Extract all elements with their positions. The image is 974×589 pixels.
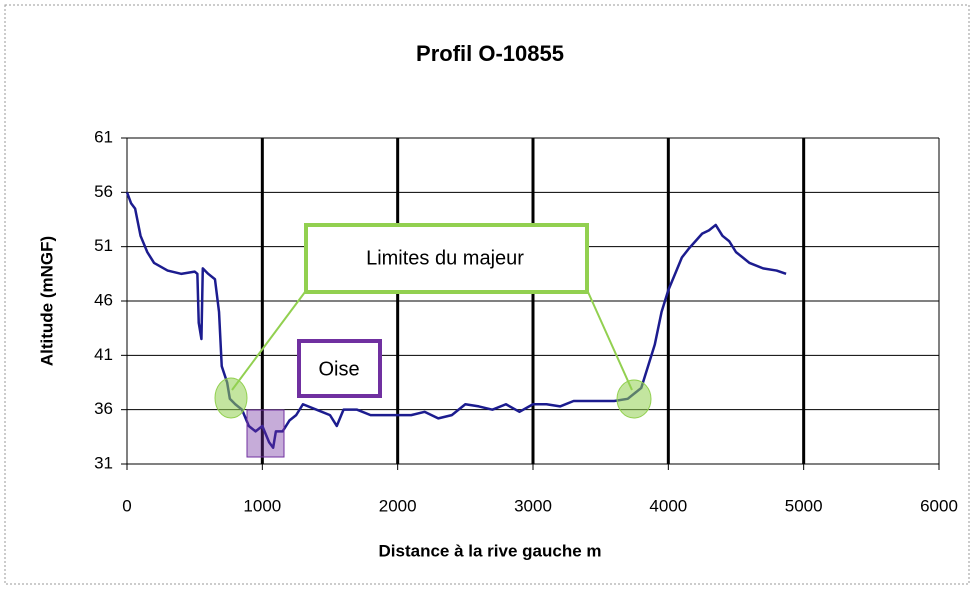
x-axis-title: Distance à la rive gauche m — [379, 541, 602, 560]
frame — [4, 4, 970, 585]
x-tick-label: 2000 — [379, 496, 417, 515]
chart-title: Profil O-10855 — [416, 41, 564, 66]
y-tick-label: 46 — [94, 290, 113, 309]
highlight — [214, 377, 248, 419]
highlight — [246, 409, 285, 458]
x-tick-label: 0 — [122, 496, 131, 515]
y-axis-title: Altitude (mNGF) — [37, 236, 56, 366]
annotation-text: Limites du majeur — [366, 247, 524, 269]
y-tick-label: 61 — [94, 127, 113, 146]
line-series — [125, 191, 787, 449]
y-tick-label: 56 — [94, 182, 113, 201]
y-tick-label: 36 — [94, 399, 113, 418]
x-tick-label: 6000 — [920, 496, 958, 515]
marks — [125, 191, 787, 449]
y-tick-label: 41 — [94, 345, 113, 364]
x-tick-label: 4000 — [649, 496, 687, 515]
leader-line — [587, 291, 633, 391]
y-tick-label: 51 — [94, 236, 113, 255]
x-tick-label: 1000 — [243, 496, 281, 515]
x-tick-label: 5000 — [785, 496, 823, 515]
annotations: Limites du majeur Oise — [214, 223, 652, 458]
highlight — [616, 379, 652, 419]
annotation-text: Oise — [318, 358, 359, 380]
annotation-box — [304, 223, 589, 294]
annotation-box — [297, 339, 382, 398]
leader-line — [231, 291, 306, 391]
y-tick-label: 31 — [94, 453, 113, 472]
x-tick-label: 3000 — [514, 496, 552, 515]
